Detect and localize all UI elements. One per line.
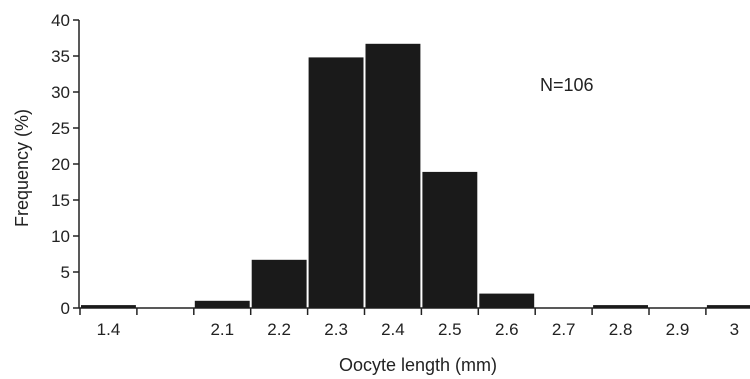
bar-3 xyxy=(706,305,750,308)
x-tick-label: 2.7 xyxy=(552,320,576,339)
x-tick-label: 2.6 xyxy=(495,320,519,339)
bars xyxy=(81,43,750,309)
y-axis: 0 5 10 15 20 25 30 35 40 xyxy=(51,11,80,318)
x-tick-label: 2.1 xyxy=(210,320,234,339)
bar-2.4 xyxy=(365,43,421,309)
bar-2.2 xyxy=(251,259,307,308)
bar-2.1 xyxy=(194,300,250,308)
y-tick-label: 5 xyxy=(61,263,70,282)
sample-size-annotation: N=106 xyxy=(540,75,594,95)
x-axis: 1.4 2.1 2.2 2.3 2.4 2.5 2.6 2.7 2.8 2.9 3 xyxy=(79,307,750,339)
x-tick-label: 2.8 xyxy=(609,320,633,339)
bar-2.3 xyxy=(308,57,364,309)
y-tick-label: 25 xyxy=(51,119,70,138)
x-tick-label: 3 xyxy=(730,320,739,339)
y-tick-label: 0 xyxy=(61,299,70,318)
y-tick-label: 15 xyxy=(51,191,70,210)
bar-1.4 xyxy=(81,305,136,308)
x-tick-label: 2.9 xyxy=(666,320,690,339)
x-tick-label: 2.4 xyxy=(381,320,405,339)
x-tick-label: 2.3 xyxy=(324,320,348,339)
y-tick-label: 30 xyxy=(51,83,70,102)
y-axis-title: Frequency (%) xyxy=(12,109,32,227)
bar-2.5 xyxy=(422,171,478,308)
y-tick-label: 35 xyxy=(51,47,70,66)
x-tick-label: 2.2 xyxy=(267,320,291,339)
x-axis-title: Oocyte length (mm) xyxy=(339,355,497,375)
x-tick-label: 1.4 xyxy=(97,320,121,339)
y-tick-label: 10 xyxy=(51,227,70,246)
bar-2.8 xyxy=(593,305,648,308)
y-tick-label: 40 xyxy=(51,11,70,30)
bar-2.6 xyxy=(479,293,535,308)
x-tick-label: 2.5 xyxy=(438,320,462,339)
y-tick-label: 20 xyxy=(51,155,70,174)
